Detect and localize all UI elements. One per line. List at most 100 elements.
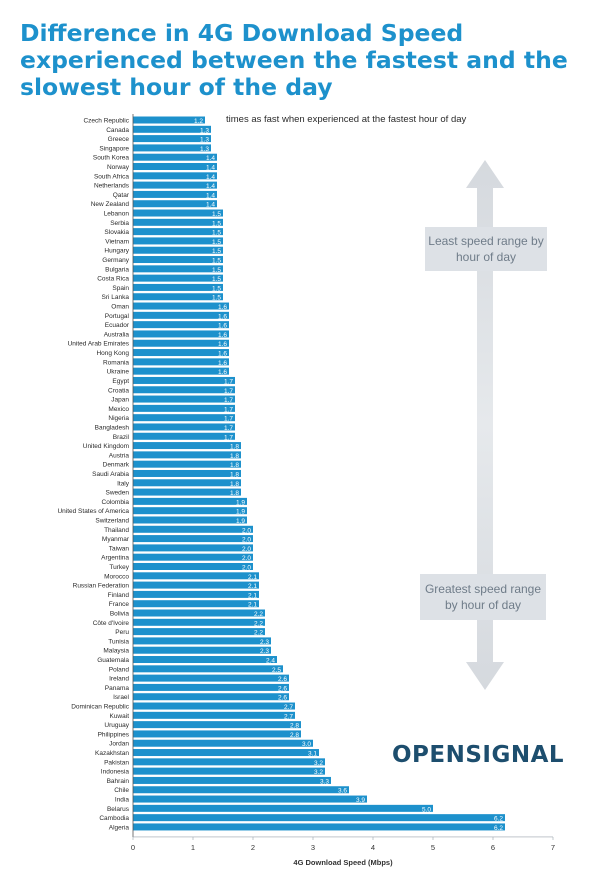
bar-value-label: 1.8 <box>230 462 239 469</box>
country-label: Turkey <box>109 564 129 571</box>
bar-value-label: 2.6 <box>278 695 287 702</box>
country-label: Cambodia <box>99 815 129 822</box>
country-label: Jordan <box>109 741 129 748</box>
bar-12 <box>133 228 223 236</box>
bar-18 <box>133 283 223 291</box>
bar-value-label: 3.0 <box>302 741 311 748</box>
bar-value-label: 2.8 <box>290 723 299 730</box>
bar-value-label: 1.7 <box>224 406 233 413</box>
bar-23 <box>133 330 229 338</box>
country-label: Bangladesh <box>95 424 130 431</box>
country-label: Taiwan <box>109 545 130 552</box>
bar-56 <box>133 637 271 645</box>
x-tick-label: 5 <box>431 843 435 852</box>
country-label: Kuwait <box>109 713 129 720</box>
country-label: Slovakia <box>104 229 129 236</box>
bar-26 <box>133 358 229 366</box>
bar-65 <box>133 721 301 729</box>
bar-value-label: 6.2 <box>494 825 503 832</box>
bar-value-label: 1.5 <box>212 211 221 218</box>
country-label: Austria <box>109 452 130 459</box>
bar-value-label: 1.4 <box>206 202 215 209</box>
bar-10 <box>133 209 223 217</box>
country-label: Guatemala <box>97 657 129 664</box>
country-labels: Czech Republic Canada Greece Singapore South… <box>57 118 129 832</box>
bar-value-label: 1.8 <box>230 481 239 488</box>
country-label: Vietnam <box>105 238 129 245</box>
country-label: India <box>115 797 129 804</box>
speed-range-arrow <box>466 160 504 690</box>
country-label: Czech Republic <box>83 118 129 125</box>
bar-16 <box>133 265 223 273</box>
bar-value-label: 1.5 <box>212 276 221 283</box>
bar-value-label: 5.0 <box>422 806 431 813</box>
bar-value-label: 2.2 <box>254 620 263 627</box>
bar-value-label: 2.7 <box>284 704 293 711</box>
country-label: Côte d'Ivoire <box>93 620 130 627</box>
bar-value-label: 1.8 <box>230 471 239 478</box>
country-label: Croatia <box>108 387 129 394</box>
bar-value-label: 3.9 <box>356 797 365 804</box>
country-label: Portugal <box>105 313 130 320</box>
country-label: Philippines <box>98 731 130 738</box>
country-label: Thailand <box>104 527 129 534</box>
brand-logo-text: OPENSIGNAL <box>392 742 565 768</box>
country-label: Qatar <box>113 192 130 199</box>
x-tick-label: 0 <box>131 843 135 852</box>
bar-value-label: 2.1 <box>248 583 257 590</box>
country-label: Hong Kong <box>96 350 129 357</box>
bar-4 <box>133 153 217 161</box>
country-label: United Kingdom <box>83 443 129 450</box>
country-label: Lebanon <box>104 211 130 218</box>
bar-49 <box>133 572 259 580</box>
bar-value-label: 2.5 <box>272 667 281 674</box>
bar-39 <box>133 479 241 487</box>
bar-value-label: 1.2 <box>194 118 203 125</box>
country-label: Greece <box>108 136 130 143</box>
country-label: Bolivia <box>110 611 130 618</box>
bar-value-label: 1.5 <box>212 285 221 292</box>
bar-71 <box>133 776 331 784</box>
bar-8 <box>133 190 217 198</box>
bar-5 <box>133 163 217 171</box>
country-label: Tunisia <box>108 638 129 645</box>
x-tick-label: 4 <box>371 843 375 852</box>
bar-38 <box>133 469 241 477</box>
bar-value-label: 1.4 <box>206 174 215 181</box>
country-label: Spain <box>112 285 129 292</box>
bar-value-label: 2.0 <box>242 564 251 571</box>
country-label: Peru <box>115 629 129 636</box>
country-label: Switzerland <box>95 517 129 524</box>
country-label: Myanmar <box>102 536 130 543</box>
bar-value-label: 3.1 <box>308 751 317 758</box>
bar-57 <box>133 646 271 654</box>
x-tick-label: 3 <box>311 843 315 852</box>
greatest-range-label: Greatest speed range by hour of day <box>420 574 546 620</box>
bar-59 <box>133 665 283 673</box>
country-label: Ireland <box>109 676 129 683</box>
bar-value-label: 1.5 <box>212 267 221 274</box>
bar-48 <box>133 562 253 570</box>
bar-14 <box>133 246 223 254</box>
bar-9 <box>133 200 217 208</box>
bar-value-label: 1.5 <box>212 258 221 265</box>
country-label: Israel <box>113 694 129 701</box>
bar-value-label: 2.8 <box>290 732 299 739</box>
bar-value-label: 1.7 <box>224 425 233 432</box>
least-range-label: Least speed range by hour of day <box>425 227 547 271</box>
bar-value-label: 1.6 <box>218 313 227 320</box>
bar-value-label: 2.1 <box>248 602 257 609</box>
bar-value-label: 1.9 <box>236 499 245 506</box>
bar-52 <box>133 600 259 608</box>
country-label: Indonesia <box>101 769 130 776</box>
bar-40 <box>133 488 241 496</box>
country-label: Pakistan <box>104 759 129 766</box>
bar-37 <box>133 460 241 468</box>
country-label: Germany <box>102 257 129 264</box>
bar-value-label: 1.6 <box>218 323 227 330</box>
bar-value-label: 1.4 <box>206 165 215 172</box>
country-label: France <box>109 601 130 608</box>
bar-value-label: 1.7 <box>224 434 233 441</box>
bar-value-label: 2.0 <box>242 537 251 544</box>
bar-50 <box>133 581 259 589</box>
